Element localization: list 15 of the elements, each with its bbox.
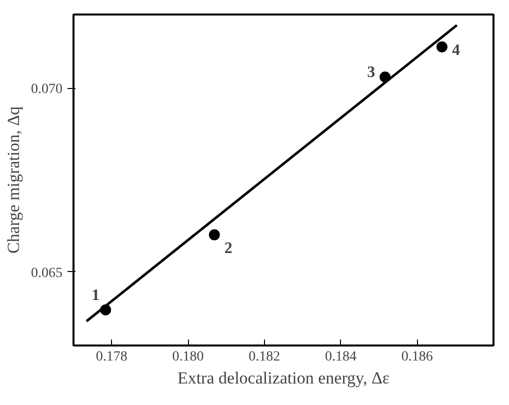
annotation: 2 [224, 240, 232, 257]
point [208, 229, 220, 240]
annotation: 1 [92, 286, 100, 304]
y-axis-title: Charge migration, Δq [4, 106, 23, 254]
annotation: 3 [367, 64, 376, 82]
x-tick-label: 0.180 [172, 350, 204, 364]
point [436, 41, 448, 52]
x-tick-label: 0.178 [96, 350, 128, 364]
x-tick-label: 0.184 [325, 350, 357, 364]
y-tick-label: 0.065 [31, 266, 62, 281]
x-tick-label: 0.186 [401, 350, 433, 364]
y-tick-label: 0.070 [31, 82, 62, 98]
annotation: 4 [452, 42, 460, 59]
x-axis-title: Extra delocalization energy, Δε [177, 368, 390, 388]
x-tick-label: 0.182 [248, 350, 280, 364]
